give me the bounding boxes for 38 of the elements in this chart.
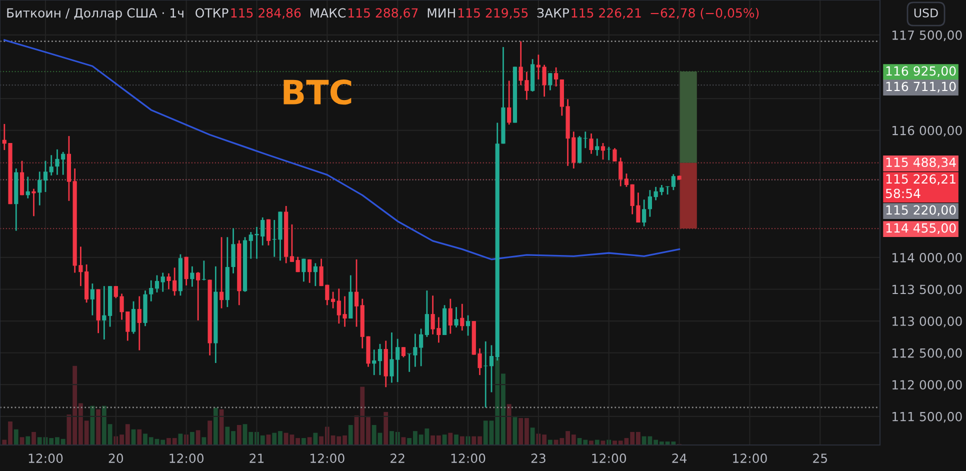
y-tick-label: 114 000,00 bbox=[892, 252, 962, 264]
x-tick-label: 21 bbox=[250, 454, 264, 463]
ref-line-label: 115 488,34 bbox=[886, 158, 956, 168]
ref-line-label: 114 455,00 bbox=[886, 223, 956, 234]
annotation: BTC bbox=[284, 79, 352, 105]
x-tick-label: 12:00 bbox=[733, 454, 767, 464]
y-tick-label: 111 500,00 bbox=[892, 412, 962, 423]
x-tick-label: 12:00 bbox=[592, 454, 626, 464]
x-tick-label: 12:00 bbox=[170, 454, 204, 464]
annotation: МИН bbox=[428, 8, 455, 18]
y-tick-label: 112 000,00 bbox=[892, 380, 962, 391]
ref-line-label: 116 925,00 bbox=[886, 66, 956, 77]
y-tick-label: 116 000,00 bbox=[892, 126, 962, 137]
x-tick-label: 22 bbox=[390, 454, 404, 463]
annotation: −62,78 (−0,05%) bbox=[650, 8, 759, 20]
ref-line-label: 115 220,00 bbox=[886, 205, 956, 216]
ref-line-label: 115 226,21 58:54 bbox=[886, 174, 956, 198]
annotation: МАКС bbox=[310, 8, 346, 18]
y-tick-label: 113 000,00 bbox=[892, 316, 962, 328]
annotation: 115 288,67 bbox=[348, 8, 418, 19]
y-tick-label: 113 500,00 bbox=[892, 284, 962, 296]
y-tick-label: 112 500,00 bbox=[892, 348, 962, 360]
x-tick-label: 20 bbox=[108, 454, 124, 464]
annotation: 115 284,86 bbox=[231, 8, 301, 19]
text: Биткоин / Доллар США · 1ч bbox=[7, 8, 184, 20]
y-tick-label: 117 500,00 bbox=[892, 30, 962, 42]
annotation: ЗАКР bbox=[537, 8, 570, 18]
x-tick-label: 12:00 bbox=[28, 454, 63, 464]
x-tick-label: 23 bbox=[531, 454, 546, 464]
annotation: ОТКР bbox=[196, 8, 228, 18]
x-tick-label: 12:00 bbox=[451, 454, 486, 464]
x-tick-label: 12:00 bbox=[310, 454, 344, 464]
text: USD bbox=[914, 8, 938, 18]
annotation: 115 226,21 bbox=[572, 8, 641, 19]
x-tick-label: 24 bbox=[672, 454, 687, 463]
annotation: 115 219,55 bbox=[458, 8, 528, 19]
ref-line-label: 116 711,10 bbox=[886, 82, 956, 92]
x-tick-label: 25 bbox=[813, 454, 827, 464]
